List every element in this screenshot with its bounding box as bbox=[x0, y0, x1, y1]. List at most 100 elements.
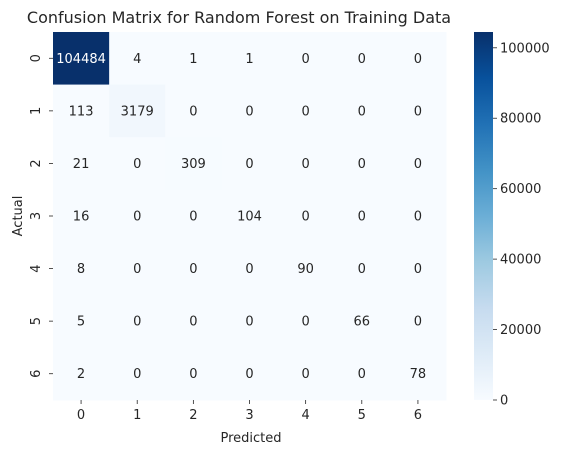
cell-value-label: 0 bbox=[245, 262, 253, 277]
colorbar-ticks: 0 20000 40000 60000 80000 100000 bbox=[493, 41, 550, 409]
x-tick-label: 2 bbox=[189, 408, 197, 423]
y-tick-label: 5 bbox=[29, 317, 44, 325]
heatmap-cell bbox=[277, 32, 335, 86]
cell-value-label: 0 bbox=[414, 104, 422, 119]
heatmap-cell bbox=[109, 294, 166, 348]
heatmap-cell bbox=[53, 189, 110, 243]
heatmap-cell bbox=[389, 84, 447, 138]
cell-value-label: 0 bbox=[133, 210, 141, 225]
cell-value-label: 21 bbox=[73, 157, 90, 172]
colorbar-tick-label: 40000 bbox=[500, 253, 541, 268]
heatmap-cell bbox=[221, 347, 279, 401]
x-tick-label: 3 bbox=[245, 408, 253, 423]
cell-value-label: 3179 bbox=[121, 104, 154, 119]
cell-value-label: 0 bbox=[133, 367, 141, 382]
heatmap-cell bbox=[333, 347, 391, 401]
cell-value-label: 0 bbox=[358, 104, 366, 119]
heatmap-cell bbox=[221, 84, 279, 138]
heatmap-cell bbox=[277, 347, 335, 401]
heatmap-cell bbox=[53, 242, 110, 296]
cell-value-label: 0 bbox=[302, 157, 310, 172]
heatmap-cell bbox=[389, 294, 447, 348]
cell-value-label: 0 bbox=[358, 210, 366, 225]
heatmap-cell bbox=[53, 294, 110, 348]
cell-value-label: 0 bbox=[189, 367, 197, 382]
heatmap-cell bbox=[389, 32, 447, 86]
heatmap-cell bbox=[109, 347, 166, 401]
x-axis-label: Predicted bbox=[220, 431, 281, 446]
cell-value-label: 8 bbox=[77, 262, 85, 277]
y-tick-label: 0 bbox=[29, 54, 44, 62]
cell-value-label: 66 bbox=[354, 315, 371, 330]
cell-value-label: 0 bbox=[302, 315, 310, 330]
cell-value-label: 0 bbox=[133, 315, 141, 330]
cell-value-label: 309 bbox=[181, 157, 206, 172]
heatmap-cell bbox=[221, 32, 279, 86]
heatmap-cell bbox=[333, 84, 391, 138]
heatmap-cell bbox=[109, 32, 166, 86]
cell-value-label: 0 bbox=[302, 104, 310, 119]
heatmap-cell bbox=[53, 347, 110, 401]
cell-value-label: 4 bbox=[133, 52, 141, 67]
cell-value-label: 0 bbox=[245, 367, 253, 382]
cell-value-label: 0 bbox=[133, 262, 141, 277]
y-tick-label: 2 bbox=[29, 159, 44, 167]
cell-value-label: 0 bbox=[302, 52, 310, 67]
cell-value-label: 0 bbox=[245, 315, 253, 330]
heatmap-cell bbox=[333, 32, 391, 86]
heatmap-cell bbox=[333, 294, 391, 348]
heatmap-cell bbox=[221, 242, 279, 296]
cell-value-label: 104484 bbox=[56, 52, 106, 67]
x-tick-label: 4 bbox=[302, 408, 310, 423]
cell-value-label: 90 bbox=[297, 262, 314, 277]
chart-title: Confusion Matrix for Random Forest on Tr… bbox=[27, 8, 451, 27]
cell-value-label: 2 bbox=[77, 367, 85, 382]
heatmap-cell bbox=[53, 32, 110, 86]
cell-value-label: 1 bbox=[245, 52, 253, 67]
cell-value-label: 104 bbox=[237, 210, 262, 225]
heatmap-cell bbox=[221, 294, 279, 348]
heatmap-cell bbox=[109, 137, 166, 191]
heatmap-grid: 104484 4 1 1 0 0 0 113 3179 0 0 0 0 0 21 0 309 0 0 0 0 16 0 0 10… bbox=[53, 32, 447, 401]
y-tick-label: 3 bbox=[29, 212, 44, 220]
y-tick-label: 4 bbox=[29, 264, 44, 272]
cell-value-label: 113 bbox=[69, 104, 94, 119]
heatmap-cell bbox=[109, 84, 166, 138]
heatmap-cell bbox=[221, 137, 279, 191]
cell-value-label: 16 bbox=[73, 210, 90, 225]
cell-value-label: 0 bbox=[358, 262, 366, 277]
cell-value-label: 0 bbox=[133, 157, 141, 172]
heatmap-cell bbox=[277, 84, 335, 138]
heatmap-cell bbox=[165, 32, 222, 86]
cell-value-label: 0 bbox=[189, 315, 197, 330]
heatmap-cell bbox=[333, 189, 391, 243]
cell-value-label: 0 bbox=[245, 104, 253, 119]
colorbar bbox=[474, 32, 493, 400]
heatmap-cell bbox=[165, 189, 222, 243]
cell-value-label: 0 bbox=[414, 262, 422, 277]
heatmap-cell bbox=[53, 84, 110, 138]
cell-value-label: 0 bbox=[245, 157, 253, 172]
x-tick-label: 0 bbox=[77, 408, 85, 423]
x-axis-ticks: 0 1 2 3 4 5 6 bbox=[77, 400, 422, 423]
heatmap-cell bbox=[389, 189, 447, 243]
heatmap-cell bbox=[333, 242, 391, 296]
heatmap-cell bbox=[221, 189, 279, 243]
x-tick-label: 6 bbox=[414, 408, 422, 423]
heatmap-cell bbox=[109, 242, 166, 296]
colorbar-tick-label: 0 bbox=[500, 394, 508, 409]
colorbar-tick-label: 60000 bbox=[500, 182, 541, 197]
cell-value-label: 0 bbox=[189, 104, 197, 119]
cell-value-label: 0 bbox=[358, 367, 366, 382]
cell-value-label: 0 bbox=[414, 210, 422, 225]
cell-value-label: 78 bbox=[410, 367, 427, 382]
heatmap-cell bbox=[277, 294, 335, 348]
heatmap-cell bbox=[53, 137, 110, 191]
heatmap-cell bbox=[333, 137, 391, 191]
cell-value-label: 0 bbox=[189, 210, 197, 225]
y-tick-label: 1 bbox=[29, 107, 44, 115]
heatmap-cell bbox=[277, 242, 335, 296]
cell-value-label: 0 bbox=[414, 315, 422, 330]
heatmap-cell bbox=[277, 189, 335, 243]
